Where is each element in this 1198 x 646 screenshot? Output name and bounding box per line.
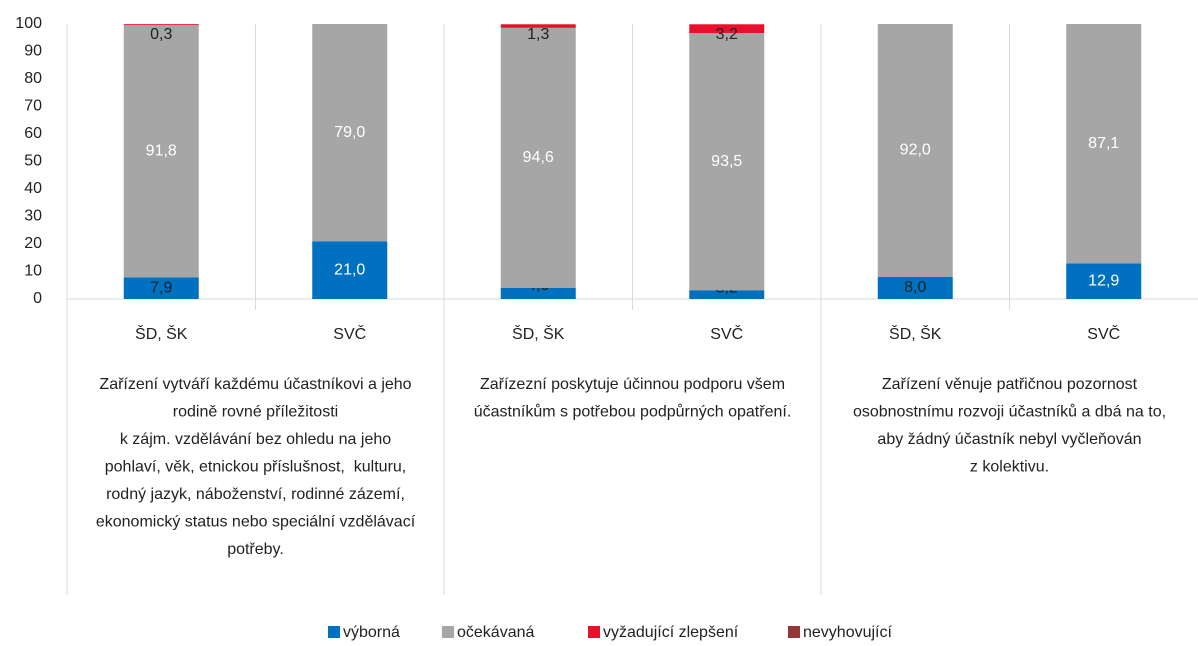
bar-segment	[123, 277, 199, 299]
legend-label: očekávaná	[457, 624, 534, 641]
y-tick-label: 90	[24, 43, 42, 60]
bar-segment	[689, 33, 765, 291]
bar-segment	[500, 27, 576, 288]
data-label: 0,3	[150, 26, 172, 43]
x-tick-label: ŠD, ŠK	[135, 324, 188, 343]
x-tick-label: SVČ	[710, 324, 743, 343]
bar-segment	[312, 241, 388, 299]
data-label: 1,3	[527, 26, 549, 43]
y-tick-label: 50	[24, 153, 42, 170]
legend-swatch	[328, 626, 340, 638]
group-label: účastníkům s potřebou podpůrných opatřen…	[474, 403, 792, 421]
y-tick-label: 20	[24, 235, 42, 252]
bar-segment	[500, 288, 576, 299]
group-label: Zařízení věnuje patřičnou pozornost	[882, 376, 1138, 393]
group-label: osobnostnímu rozvoji účastníků a dbá na …	[853, 403, 1166, 421]
group-label: k zájm. vzdělávání bez ohledu na jeho	[120, 431, 391, 448]
bar-segment	[877, 24, 953, 277]
legend-label: výborná	[343, 624, 400, 641]
y-tick-label: 100	[15, 15, 42, 32]
bar-segment	[877, 277, 953, 299]
group-label: rodný jazyk, náboženství, rodinné zázemí…	[106, 486, 405, 503]
bar-segment	[1066, 263, 1142, 299]
bar-segment	[312, 24, 388, 242]
bar-segment	[500, 24, 576, 28]
y-tick-label: 30	[24, 208, 42, 225]
data-label: 3,2	[716, 26, 738, 43]
group-label: z kolektivu.	[970, 459, 1049, 476]
group-label: ekonomický status nebo speciální vzděláv…	[96, 514, 416, 531]
x-tick-label: ŠD, ŠK	[889, 324, 942, 343]
legend-swatch	[442, 626, 454, 638]
data-label: 21,0	[334, 261, 365, 278]
x-tick-label: SVČ	[333, 324, 366, 343]
y-tick-label: 0	[33, 290, 42, 307]
y-tick-label: 10	[24, 263, 42, 280]
group-label: rodině rovné příležitosti	[173, 404, 338, 421]
y-tick-label: 70	[24, 98, 42, 115]
bar-segment	[689, 290, 765, 299]
data-label: 7,9	[150, 279, 172, 296]
group-label: Zařízezní poskytuje účinnou podporu všem	[480, 376, 785, 393]
y-tick-label: 40	[24, 180, 42, 197]
group-label: pohlaví, věk, etnickou příslušnost, kult…	[105, 459, 406, 476]
bar-segment	[123, 24, 199, 278]
group-label: Zařízení vytváří každému účastníkovi a j…	[99, 376, 411, 393]
data-label: 92,0	[900, 142, 931, 159]
legend-label: nevyhovující	[803, 624, 892, 641]
data-label: 79,0	[334, 124, 365, 141]
bar-segment	[1066, 24, 1142, 264]
data-label: 94,6	[523, 149, 554, 166]
data-label: 8,0	[904, 279, 926, 296]
group-label: potřeby.	[227, 541, 284, 558]
y-tick-label: 60	[24, 125, 42, 142]
y-tick-label: 80	[24, 70, 42, 87]
data-label: 87,1	[1088, 135, 1119, 152]
group-label: aby žádný účastník nebyl vyčleňován	[877, 431, 1141, 448]
legend-swatch	[588, 626, 600, 638]
data-label: 91,8	[146, 142, 177, 159]
data-label: 93,5	[711, 153, 742, 170]
bar-segment	[123, 24, 199, 25]
x-tick-label: SVČ	[1087, 324, 1120, 343]
bar-segment	[689, 24, 765, 34]
legend-label: vyžadující zlepšení	[603, 624, 739, 641]
legend-swatch	[788, 626, 800, 638]
data-label: 12,9	[1088, 272, 1119, 289]
x-tick-label: ŠD, ŠK	[512, 324, 565, 343]
